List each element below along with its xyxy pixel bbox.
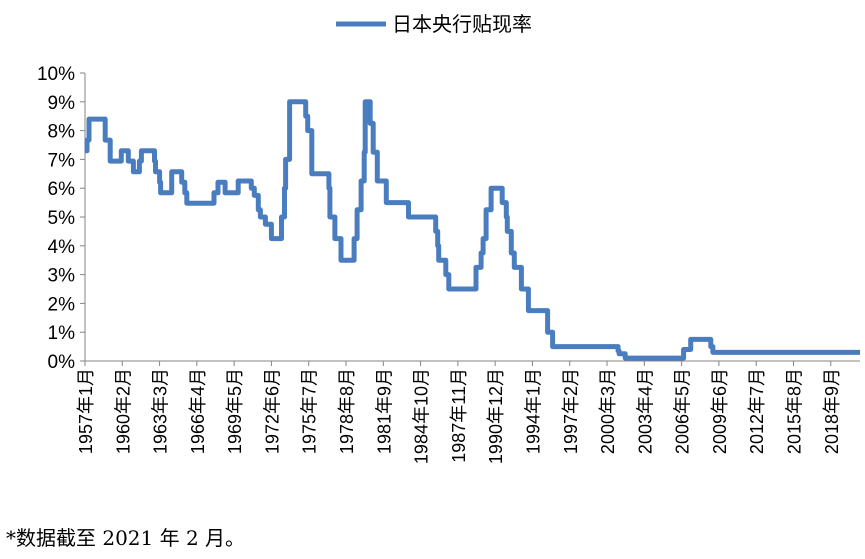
x-tick-label: 2000年3月 bbox=[598, 368, 618, 454]
x-tick-label: 1987年11月 bbox=[449, 368, 469, 463]
y-tick-label: 3% bbox=[48, 266, 76, 287]
x-tick-label: 2009年6月 bbox=[710, 368, 730, 454]
x-tick-label: 2015年8月 bbox=[784, 368, 804, 454]
y-tick-label: 9% bbox=[48, 93, 76, 114]
x-tick-label: 1984年10月 bbox=[412, 368, 432, 464]
x-tick-label: 1963年3月 bbox=[151, 368, 171, 454]
x-tick-label: 1972年6月 bbox=[262, 368, 282, 454]
y-tick-label: 4% bbox=[48, 237, 76, 258]
y-tick-label: 8% bbox=[48, 122, 76, 143]
y-tick-label: 5% bbox=[48, 208, 76, 229]
x-tick-label: 1997年2月 bbox=[561, 368, 581, 454]
x-axis-tick-labels: 1957年1月 1960年2月 1963年3月 1966年4月 1969年5月 1972年… bbox=[76, 368, 842, 464]
x-tick-label: 1957年1月 bbox=[76, 368, 96, 454]
footnote: *数据截至 2021 年 2 月。 bbox=[6, 526, 246, 550]
x-tick-label: 1975年7月 bbox=[300, 368, 320, 454]
y-tick-label: 0% bbox=[48, 352, 76, 373]
x-tick-label: 2012年7月 bbox=[747, 368, 767, 454]
x-tick-label: 2003年4月 bbox=[635, 368, 655, 454]
x-tick-label: 1994年1月 bbox=[523, 368, 543, 454]
x-tick-label: 1969年5月 bbox=[225, 368, 245, 454]
axes bbox=[80, 72, 860, 366]
y-tick-label: 6% bbox=[48, 179, 76, 200]
x-tick-label: 1990年12月 bbox=[486, 368, 506, 464]
y-tick-label: 10% bbox=[37, 64, 75, 85]
y-tick-label: 7% bbox=[48, 150, 76, 171]
y-tick-label: 2% bbox=[48, 294, 76, 315]
y-axis-tick-labels: 0% 1% 2% 3% 4% 5% 6% 7% 8% 9% 10% bbox=[37, 64, 75, 373]
legend-label-discount-rate: 日本央行贴现率 bbox=[392, 12, 532, 36]
x-tick-label: 1981年9月 bbox=[374, 368, 394, 454]
x-tick-label: 1966年4月 bbox=[188, 368, 208, 454]
x-tick-label: 2006年5月 bbox=[673, 368, 693, 454]
x-tick-label: 2018年9月 bbox=[822, 368, 842, 454]
legend: 日本央行贴现率 bbox=[336, 12, 532, 36]
x-tick-label: 1978年8月 bbox=[337, 368, 357, 454]
x-tick-label: 1960年2月 bbox=[113, 368, 133, 454]
y-tick-label: 1% bbox=[48, 323, 76, 344]
series-line-discount-rate bbox=[84, 99, 860, 361]
